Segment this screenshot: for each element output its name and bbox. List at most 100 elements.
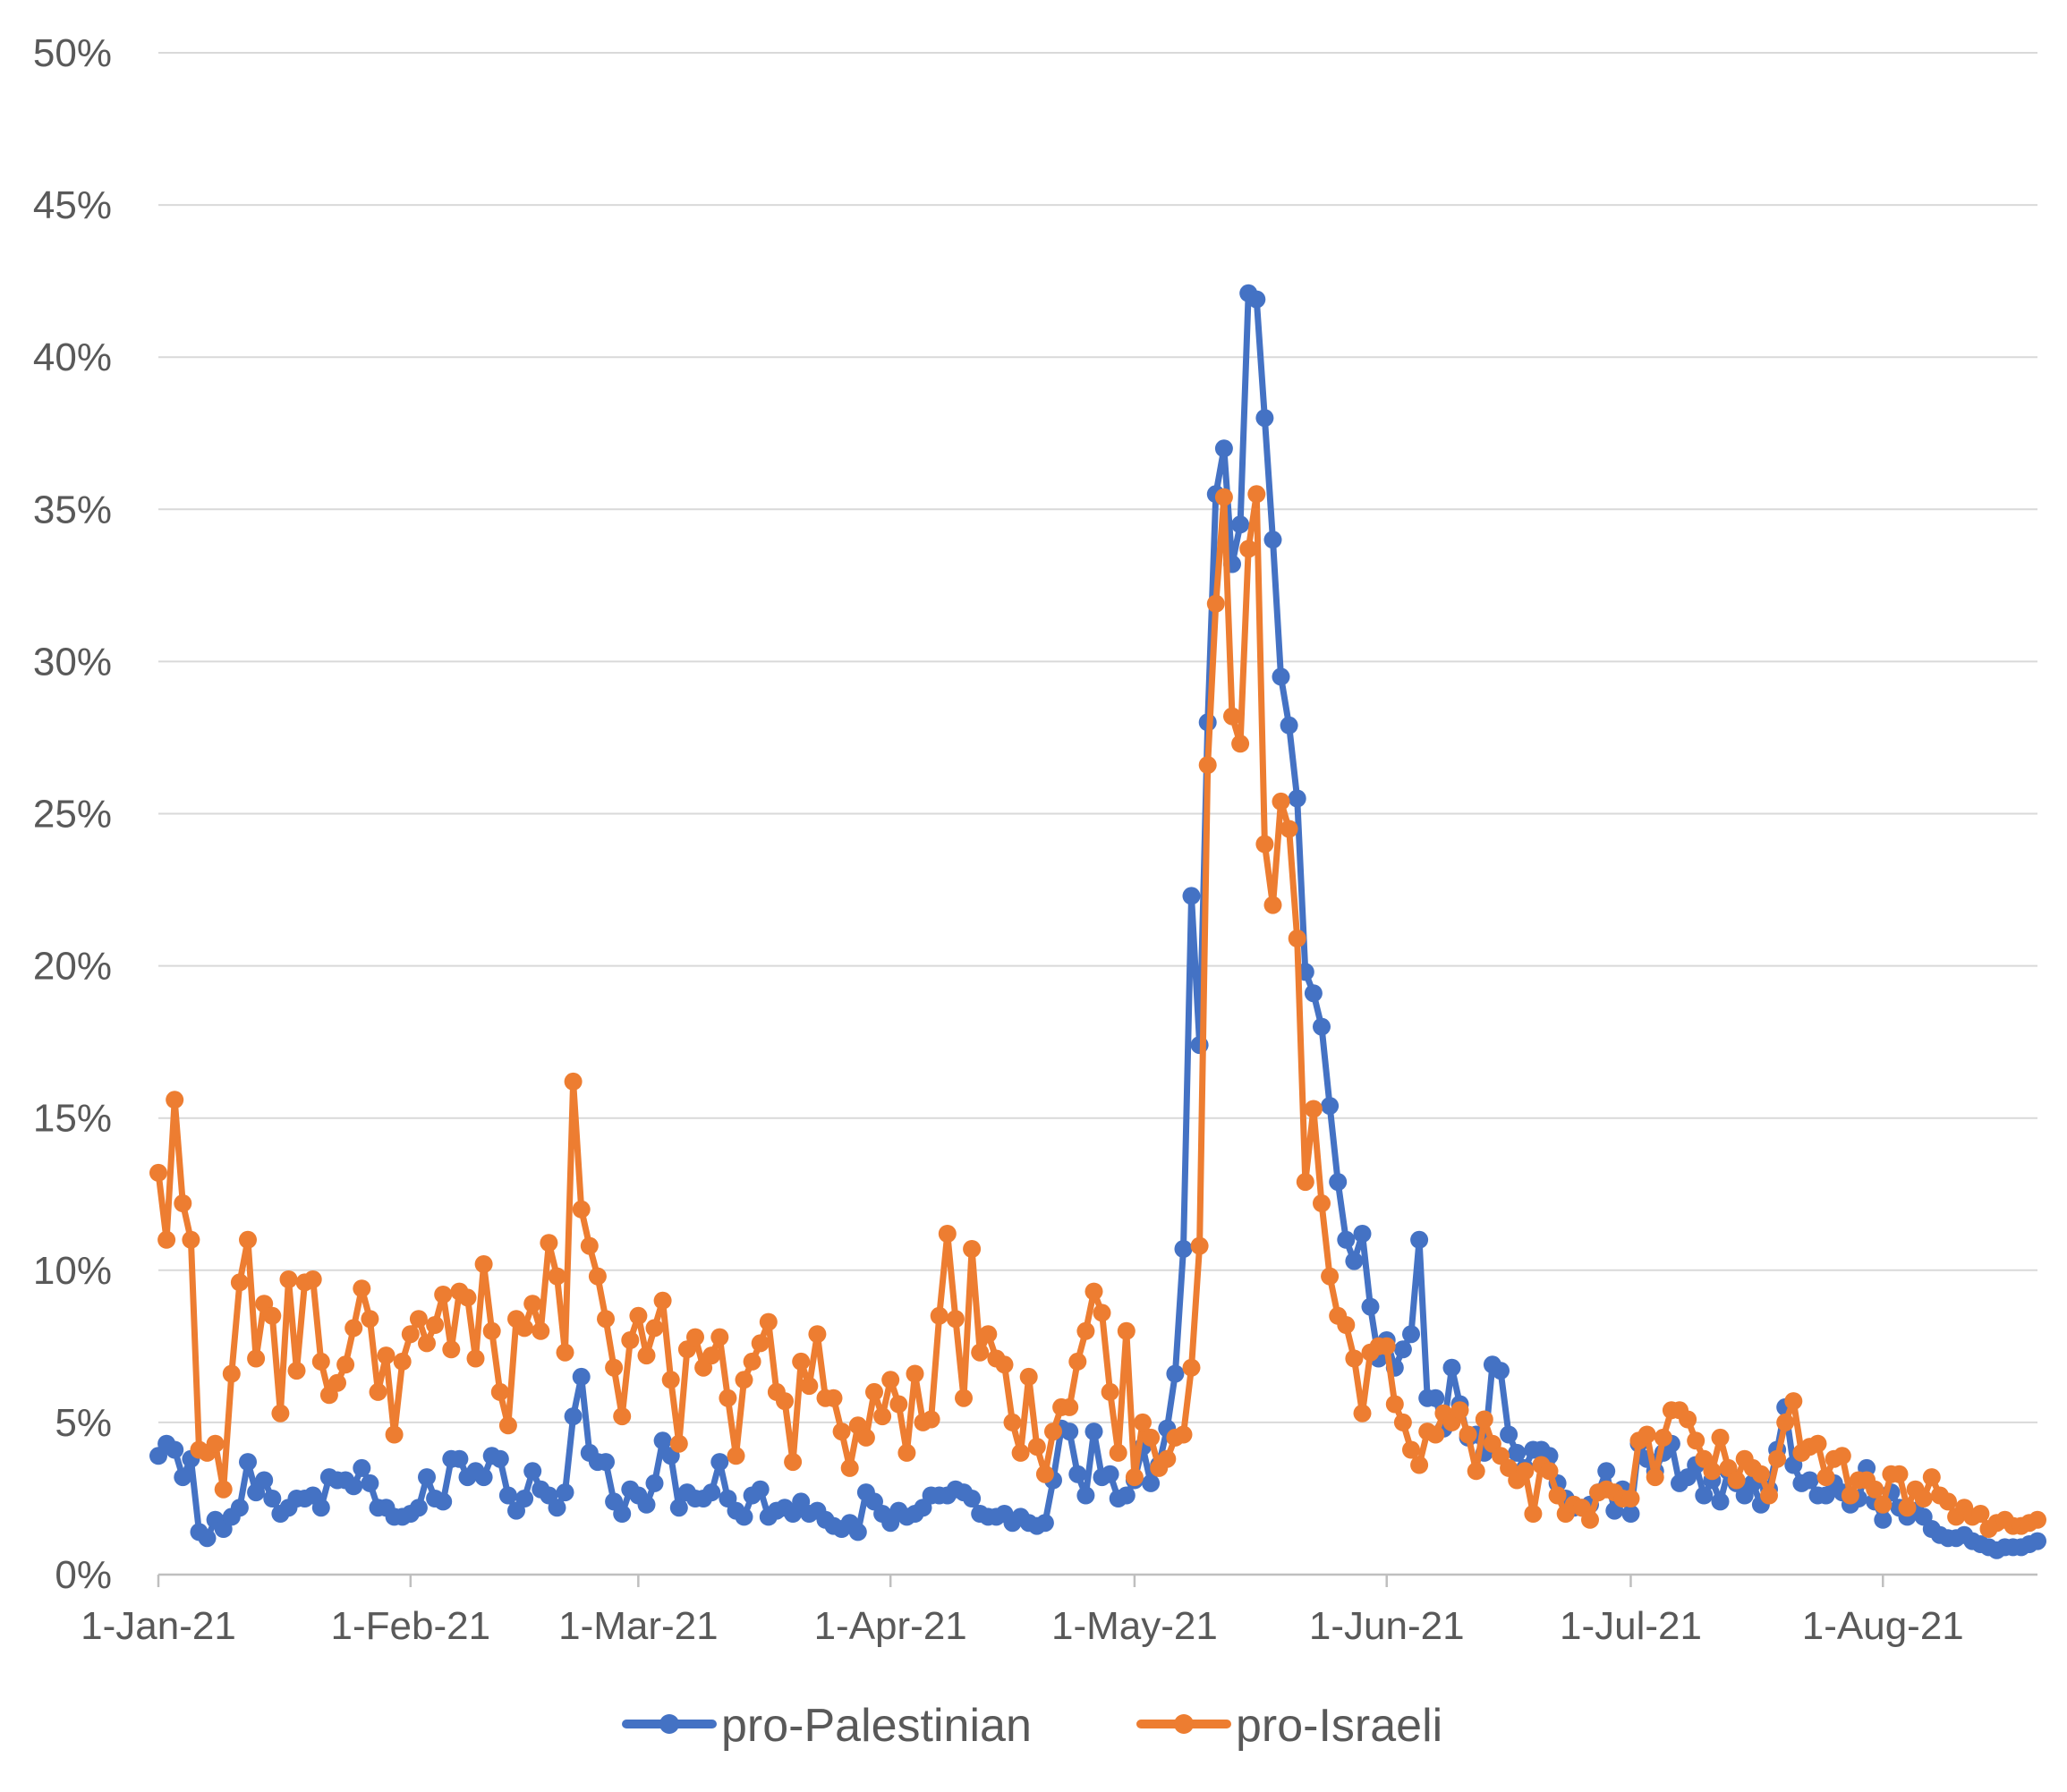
data-point-pro-palestinian	[1255, 409, 1274, 428]
data-point-pro-palestinian	[1288, 789, 1306, 808]
data-point-pro-palestinian	[1182, 887, 1201, 905]
data-point-pro-palestinian	[1321, 1097, 1340, 1116]
data-point-pro-israeli	[946, 1310, 965, 1329]
data-point-pro-israeli	[938, 1225, 957, 1243]
legend-item-pro-palestinian: pro-Palestinian	[622, 1700, 1032, 1752]
data-point-pro-israeli	[1402, 1440, 1420, 1459]
data-point-pro-palestinian	[1508, 1443, 1527, 1462]
data-point-pro-palestinian	[174, 1468, 192, 1487]
data-point-pro-israeli	[955, 1389, 973, 1407]
x-tick-label: 1-Mar-21	[558, 1604, 719, 1648]
data-point-pro-israeli	[182, 1230, 200, 1249]
data-point-pro-palestinian	[1800, 1471, 1819, 1490]
data-point-pro-israeli	[401, 1325, 420, 1344]
y-tick-label: 20%	[33, 945, 112, 989]
data-point-pro-israeli	[279, 1270, 298, 1288]
data-point-pro-palestinian	[572, 1367, 591, 1386]
data-point-pro-palestinian	[490, 1449, 509, 1468]
data-point-pro-israeli	[1337, 1316, 1356, 1334]
data-point-pro-israeli	[1654, 1428, 1672, 1447]
data-point-pro-palestinian	[1426, 1389, 1445, 1407]
data-point-pro-palestinian	[1174, 1240, 1193, 1258]
data-point-pro-israeli	[1808, 1434, 1827, 1453]
data-point-pro-israeli	[2029, 1510, 2046, 1529]
data-point-pro-israeli	[1263, 896, 1282, 914]
data-point-pro-israeli	[1231, 735, 1250, 753]
data-point-pro-israeli	[686, 1328, 704, 1346]
data-point-pro-palestinian	[434, 1492, 453, 1511]
data-point-pro-palestinian	[1345, 1252, 1364, 1270]
data-point-pro-israeli	[1035, 1465, 1054, 1483]
data-point-pro-palestinian	[1247, 290, 1266, 309]
data-point-pro-israeli	[1223, 707, 1241, 726]
data-point-pro-israeli	[1679, 1410, 1697, 1429]
data-point-pro-israeli	[645, 1319, 664, 1338]
data-point-pro-israeli	[1768, 1449, 1787, 1468]
data-point-pro-palestinian	[613, 1505, 632, 1523]
data-point-pro-israeli	[922, 1410, 940, 1429]
data-point-pro-israeli	[540, 1234, 558, 1253]
x-tick-label: 1-Aug-21	[1802, 1604, 1964, 1648]
data-point-pro-israeli	[490, 1382, 509, 1401]
data-point-pro-palestinian	[556, 1483, 574, 1502]
data-point-pro-israeli	[532, 1321, 550, 1340]
data-point-pro-israeli	[784, 1453, 803, 1472]
gridlines	[158, 52, 2037, 1423]
data-point-pro-israeli	[963, 1240, 982, 1258]
data-point-pro-israeli	[385, 1425, 404, 1444]
y-tick-label: 50%	[33, 31, 112, 75]
y-tick-label: 25%	[33, 793, 112, 837]
y-tick-label: 15%	[33, 1097, 112, 1141]
data-point-pro-israeli	[856, 1428, 875, 1447]
data-point-pro-israeli	[1060, 1397, 1079, 1416]
data-point-pro-palestinian	[1085, 1423, 1103, 1441]
data-point-pro-israeli	[1288, 930, 1306, 947]
data-point-pro-israeli	[824, 1389, 843, 1407]
data-point-pro-israeli	[979, 1325, 998, 1344]
data-point-pro-israeli	[1776, 1413, 1795, 1431]
data-point-pro-israeli	[1182, 1358, 1201, 1377]
data-point-pro-israeli	[1637, 1425, 1656, 1444]
legend: pro-Palestinian pro-Israeli	[622, 1700, 1442, 1752]
data-point-pro-palestinian	[239, 1453, 257, 1472]
data-point-pro-israeli	[1109, 1443, 1127, 1462]
data-point-pro-israeli	[498, 1416, 517, 1435]
x-tick-label: 1-Feb-21	[331, 1604, 491, 1648]
data-point-pro-israeli	[1581, 1510, 1599, 1529]
data-point-pro-palestinian	[1361, 1297, 1380, 1316]
data-point-pro-israeli	[1085, 1282, 1103, 1301]
data-point-pro-israeli	[995, 1355, 1014, 1374]
data-point-pro-israeli	[735, 1371, 753, 1389]
data-point-pro-palestinian	[653, 1431, 672, 1450]
data-point-pro-israeli	[865, 1382, 883, 1401]
data-point-pro-palestinian	[198, 1529, 217, 1548]
y-tick-label: 40%	[33, 335, 112, 379]
data-point-pro-palestinian	[1166, 1364, 1185, 1383]
series-line-pro-israeli	[155, 490, 2041, 1533]
y-tick-label: 30%	[33, 640, 112, 684]
data-point-pro-israeli	[1174, 1425, 1193, 1444]
series-pro-israeli	[149, 485, 2046, 1538]
data-point-pro-israeli	[523, 1295, 542, 1313]
x-tick-label: 1-Apr-21	[814, 1604, 967, 1648]
data-point-pro-israeli	[418, 1334, 436, 1353]
data-point-pro-palestinian	[548, 1499, 566, 1517]
data-point-pro-palestinian	[1597, 1462, 1616, 1481]
data-point-pro-palestinian	[1263, 531, 1282, 549]
data-point-pro-israeli	[1898, 1499, 1917, 1517]
data-point-pro-israeli	[1914, 1490, 1933, 1507]
y-axis-tick-labels: 0% 5% 10% 15% 20% 25% 30% 35% 40% 45% 50%	[33, 31, 112, 1597]
data-point-pro-palestinian	[1214, 439, 1233, 458]
data-point-pro-israeli	[149, 1163, 167, 1182]
data-point-pro-palestinian	[523, 1462, 542, 1481]
data-point-pro-israeli	[1377, 1337, 1396, 1355]
data-point-pro-israeli	[1866, 1480, 1884, 1499]
data-point-pro-israeli	[303, 1270, 322, 1288]
data-point-pro-israeli	[661, 1371, 680, 1389]
data-point-pro-israeli	[1027, 1438, 1046, 1457]
legend-marker-pro-palestinian	[659, 1714, 679, 1734]
x-tick-label: 1-Jan-21	[81, 1604, 236, 1648]
data-point-pro-palestinian	[361, 1474, 379, 1492]
data-point-pro-palestinian	[702, 1483, 721, 1502]
